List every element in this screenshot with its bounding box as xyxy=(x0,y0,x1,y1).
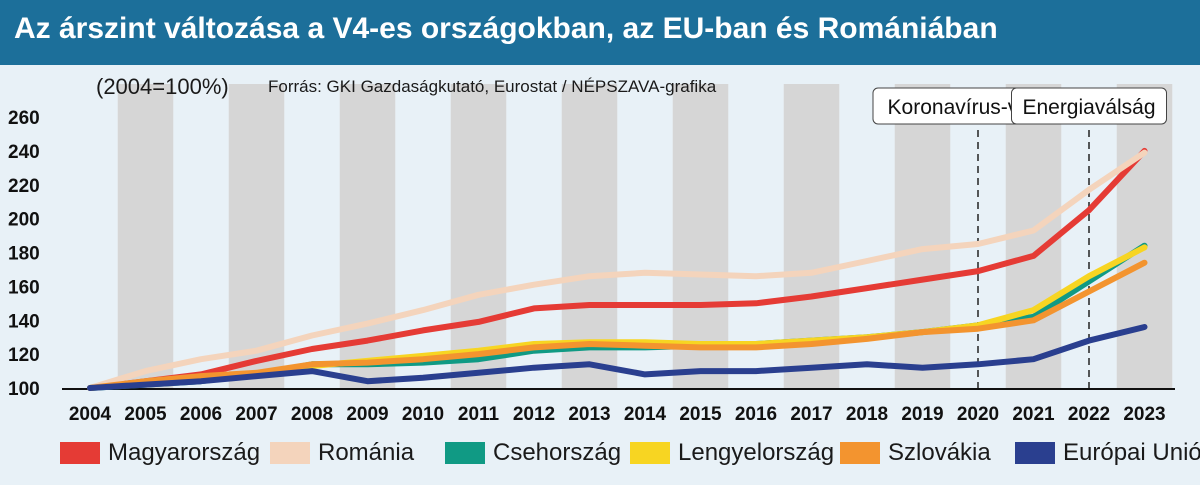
x-tick-label: 2022 xyxy=(1068,404,1110,425)
legend-item: Lengyelország xyxy=(630,428,834,478)
legend-label: Románia xyxy=(318,439,415,466)
x-tick-label: 2018 xyxy=(846,404,888,425)
x-tick-label: 2010 xyxy=(402,404,444,425)
header-bar: Az árszint változása a V4-es országokban… xyxy=(0,0,1200,62)
y-tick-label: 200 xyxy=(8,210,40,231)
x-tick-label: 2006 xyxy=(180,404,222,425)
x-tick-label: 2021 xyxy=(1012,404,1055,425)
annotation-label: Energiaválság xyxy=(1022,96,1155,119)
series-line-szlovákia xyxy=(87,259,1148,391)
y-tick-label: 160 xyxy=(8,277,40,298)
x-tick-label: 2007 xyxy=(235,404,277,425)
x-tick-label: 2004 xyxy=(69,404,112,425)
legend-label: Európai Unió xyxy=(1063,439,1200,466)
legend: Magyarország Románia Csehország Lengyelorsz… xyxy=(0,428,1200,478)
y-tick-label: 180 xyxy=(8,244,40,265)
legend-item: Csehország xyxy=(445,428,621,478)
x-tick-label: 2015 xyxy=(679,404,722,425)
grid-band xyxy=(117,84,174,388)
x-tick-label: 2012 xyxy=(513,404,555,425)
x-tick-label: 2013 xyxy=(568,404,610,425)
x-tick-label: 2016 xyxy=(735,404,777,425)
grid-band xyxy=(1116,84,1173,388)
grid-band xyxy=(672,84,729,388)
x-tick-label: 2019 xyxy=(901,404,943,425)
y-tick-label: 260 xyxy=(8,108,40,129)
y-tick-label: 220 xyxy=(8,176,40,197)
legend-item: Európai Unió xyxy=(1015,428,1200,478)
y-tick-label: 140 xyxy=(8,311,40,332)
x-tick-label: 2017 xyxy=(790,404,832,425)
legend-swatch xyxy=(840,442,880,464)
x-tick-label: 2020 xyxy=(957,404,999,425)
annotation-box xyxy=(1011,87,1167,125)
legend-swatch xyxy=(445,442,485,464)
grid-band xyxy=(894,84,951,388)
grid-band xyxy=(561,84,618,388)
legend-label: Szlovákia xyxy=(888,439,991,466)
legend-swatch xyxy=(1015,442,1055,464)
x-tick-label: 2014 xyxy=(624,404,667,425)
x-tick-label: 2023 xyxy=(1123,404,1165,425)
chart-title: Az árszint változása a V4-es országokban… xyxy=(14,12,998,45)
grid-band xyxy=(450,84,507,388)
series-line-románia xyxy=(87,149,1148,391)
legend-label: Magyarország xyxy=(108,439,261,466)
x-tick-label: 2009 xyxy=(346,404,388,425)
x-tick-label: 2005 xyxy=(124,404,167,425)
x-tick-label: 2011 xyxy=(458,404,500,425)
chart-source: Forrás: GKI Gazdaságkutató, Eurostat / N… xyxy=(268,77,717,96)
x-tick-label: 2008 xyxy=(291,404,333,425)
legend-label: Lengyelország xyxy=(678,439,835,466)
y-tick-label: 100 xyxy=(8,379,40,400)
legend-label: Csehország xyxy=(493,439,622,466)
legend-swatch xyxy=(270,442,310,464)
legend-item: Szlovákia xyxy=(840,428,991,478)
legend-swatch xyxy=(630,442,670,464)
legend-item: Románia xyxy=(270,428,414,478)
y-tick-label: 240 xyxy=(8,142,40,163)
legend-item: Magyarország xyxy=(60,428,260,478)
series-line-magyarország xyxy=(87,147,1148,391)
legend-swatch xyxy=(60,442,100,464)
grid-band xyxy=(228,84,285,388)
chart-subtitle: (2004=100%) xyxy=(96,74,229,99)
series-line-európai-unió xyxy=(87,324,1148,391)
y-tick-label: 120 xyxy=(8,345,40,366)
